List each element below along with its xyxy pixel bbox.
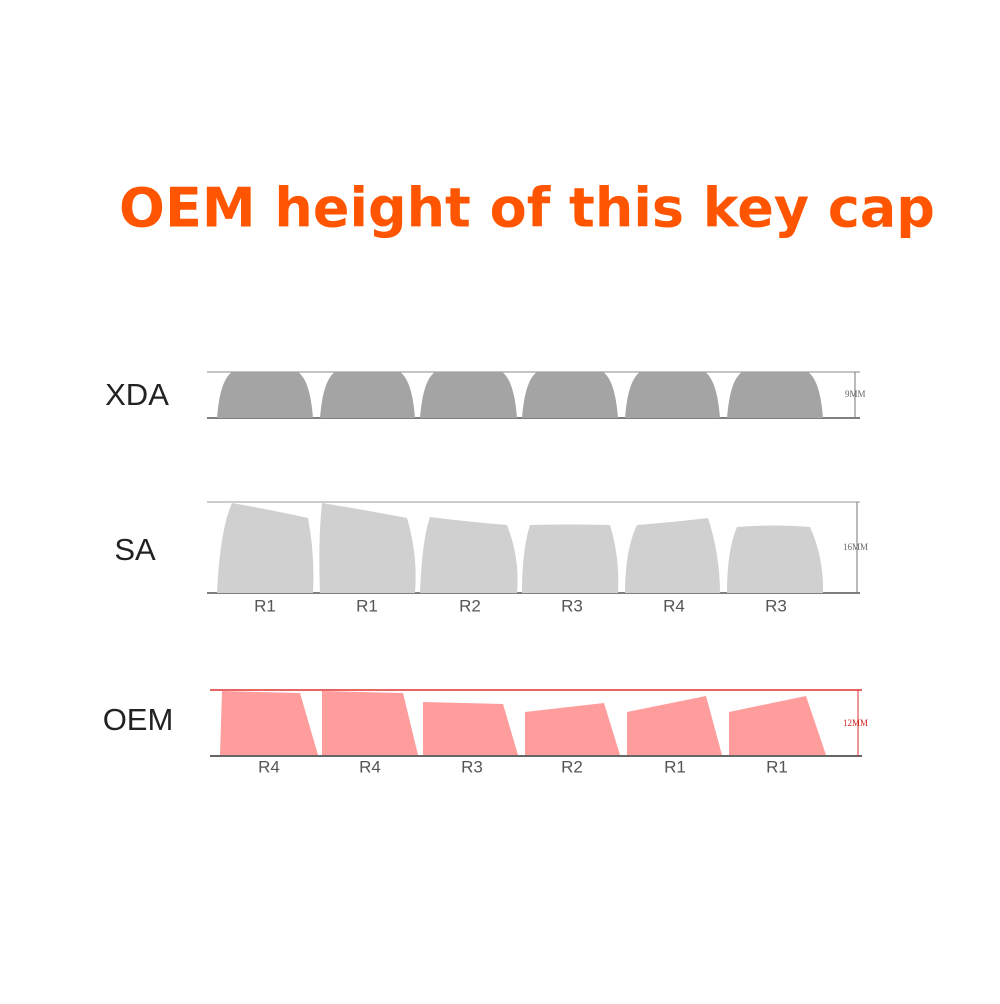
row-label: R2 bbox=[459, 596, 481, 615]
sa-profile: SA R1 R1 R2 R3 R4 R3 16MM bbox=[114, 501, 868, 615]
keycaps bbox=[220, 691, 826, 755]
oem-profile: OEM R4 R4 R3 R2 R1 R1 12MM bbox=[103, 689, 868, 776]
row-label: R1 bbox=[664, 757, 686, 776]
row-label: R2 bbox=[561, 757, 583, 776]
row-label: R3 bbox=[765, 596, 787, 615]
title: OEM height of this key cap bbox=[119, 177, 935, 240]
row-label: R4 bbox=[258, 757, 280, 776]
row-label: R1 bbox=[356, 596, 378, 615]
height-label: 12MM bbox=[843, 718, 868, 728]
xda-profile: XDA 9MM bbox=[105, 371, 866, 419]
row-label: R4 bbox=[663, 596, 685, 615]
keycaps bbox=[217, 503, 824, 593]
profile-name: SA bbox=[114, 532, 156, 567]
keycaps bbox=[217, 372, 823, 418]
row-label: R3 bbox=[461, 757, 483, 776]
profile-name: XDA bbox=[105, 377, 169, 412]
row-label: R4 bbox=[359, 757, 381, 776]
profile-name: OEM bbox=[103, 702, 174, 737]
height-label: 9MM bbox=[845, 389, 866, 399]
row-label: R1 bbox=[766, 757, 788, 776]
row-label: R1 bbox=[254, 596, 276, 615]
row-label: R3 bbox=[561, 596, 583, 615]
height-label: 16MM bbox=[843, 542, 868, 552]
